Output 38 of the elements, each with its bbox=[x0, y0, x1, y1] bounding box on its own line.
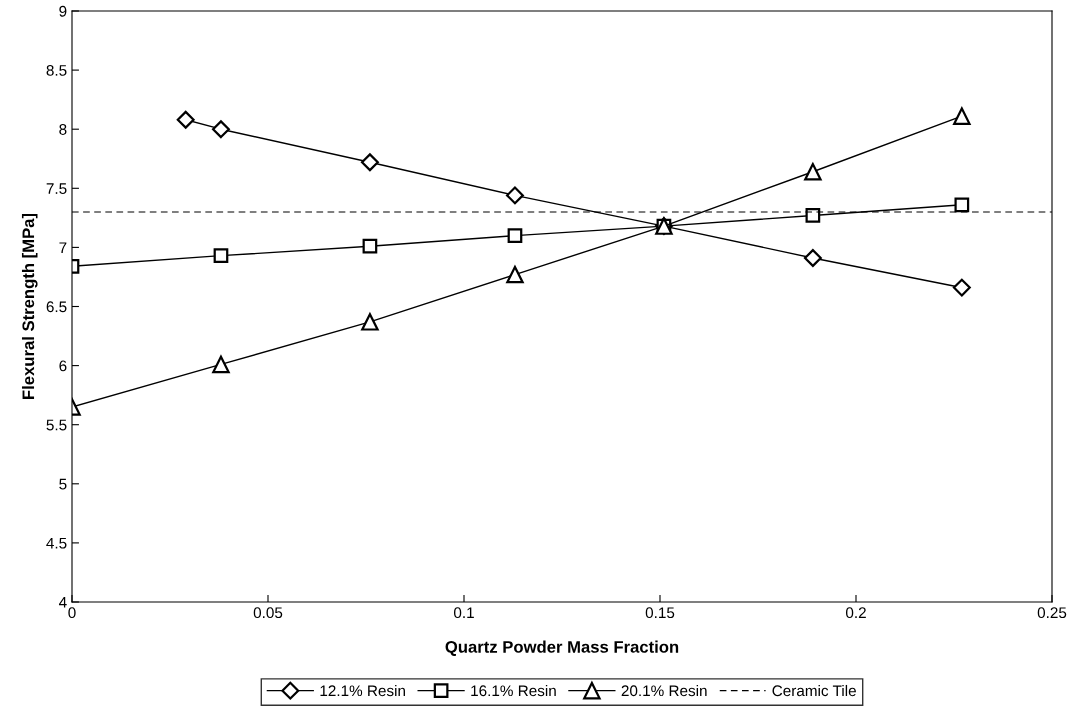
y-tick-label: 8.5 bbox=[46, 64, 67, 76]
point bbox=[954, 197, 970, 213]
point bbox=[506, 265, 524, 284]
y-tick-label: 9 bbox=[59, 5, 67, 17]
y-tick-label: 6 bbox=[59, 360, 67, 372]
x-axis-title: Quartz Powder Mass Fraction bbox=[445, 640, 679, 656]
x-tick-label: 0.05 bbox=[253, 607, 283, 619]
point bbox=[803, 249, 822, 267]
point bbox=[804, 163, 822, 181]
legend-label: 16.1% Resin bbox=[471, 684, 556, 697]
x-tick-label: 0.15 bbox=[645, 607, 675, 619]
x-tick-label: 0.25 bbox=[1037, 607, 1067, 619]
point bbox=[360, 153, 379, 172]
y-tick-label: 8 bbox=[59, 124, 67, 135]
point bbox=[507, 228, 523, 243]
y-tick-label: 4.5 bbox=[46, 537, 67, 549]
point bbox=[952, 278, 971, 297]
x-tick-label: 0 bbox=[68, 607, 76, 619]
legend-label: 12.1% Resin bbox=[320, 684, 405, 697]
point bbox=[212, 355, 230, 374]
x-tick-label: 0.1 bbox=[453, 607, 474, 619]
y-tick-label: 7.5 bbox=[46, 183, 67, 194]
legend-label: Ceramic Tile bbox=[772, 684, 856, 697]
y-tick-label: 5 bbox=[59, 478, 67, 490]
y-tick-label: 7 bbox=[59, 242, 67, 253]
legend-label: 20.1% Resin bbox=[621, 684, 707, 697]
x-tick-label: 0.2 bbox=[845, 607, 866, 619]
y-tick-label: 6.5 bbox=[46, 301, 67, 313]
point bbox=[213, 248, 229, 264]
point bbox=[361, 313, 379, 331]
point bbox=[505, 186, 524, 205]
y-tick-label: 5.5 bbox=[46, 419, 67, 431]
y-tick-label: 4 bbox=[58, 597, 67, 608]
point bbox=[362, 238, 378, 254]
y-axis-title: Flexural Strength [MPa] bbox=[21, 213, 38, 399]
point bbox=[953, 107, 971, 125]
point bbox=[176, 110, 195, 129]
point bbox=[211, 120, 230, 139]
